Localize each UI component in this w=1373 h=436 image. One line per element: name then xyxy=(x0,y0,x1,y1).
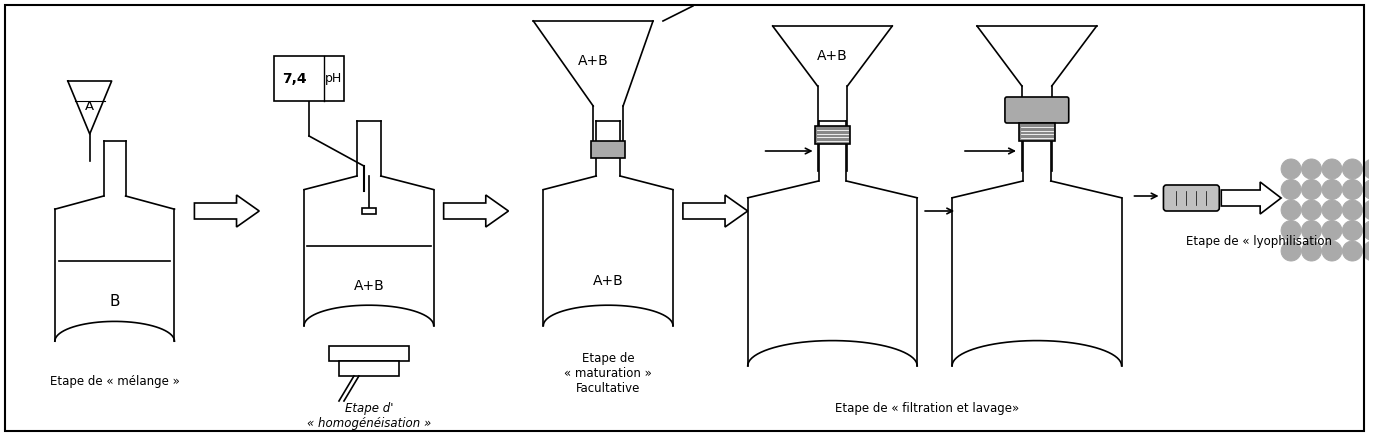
Circle shape xyxy=(1322,159,1341,179)
Circle shape xyxy=(1363,221,1373,241)
Circle shape xyxy=(1343,200,1362,220)
Text: A+B: A+B xyxy=(353,279,384,293)
Text: B: B xyxy=(110,293,119,309)
Circle shape xyxy=(1322,180,1341,200)
Polygon shape xyxy=(682,195,748,227)
Polygon shape xyxy=(1221,182,1281,214)
Text: « maturation »: « maturation » xyxy=(564,367,652,379)
Text: A+B: A+B xyxy=(578,54,608,68)
FancyBboxPatch shape xyxy=(1163,185,1219,211)
Bar xyxy=(1019,123,1054,141)
Circle shape xyxy=(1302,221,1321,241)
Bar xyxy=(814,126,850,144)
Circle shape xyxy=(1281,200,1302,220)
FancyBboxPatch shape xyxy=(1005,97,1068,123)
Text: « homogénéisation »: « homogénéisation » xyxy=(306,416,431,429)
Text: Facultative: Facultative xyxy=(575,382,640,395)
Circle shape xyxy=(1363,241,1373,261)
Polygon shape xyxy=(443,195,508,227)
Bar xyxy=(275,56,345,101)
Circle shape xyxy=(1302,159,1321,179)
Circle shape xyxy=(1302,200,1321,220)
Circle shape xyxy=(1322,200,1341,220)
Circle shape xyxy=(1302,180,1321,200)
Text: Etape de « filtration et lavage»: Etape de « filtration et lavage» xyxy=(835,402,1019,415)
Circle shape xyxy=(1281,180,1302,200)
Circle shape xyxy=(1343,221,1362,241)
Circle shape xyxy=(1343,180,1362,200)
Circle shape xyxy=(1363,200,1373,220)
Bar xyxy=(330,346,409,361)
Circle shape xyxy=(1363,180,1373,200)
Text: A: A xyxy=(85,99,95,112)
Circle shape xyxy=(1281,159,1302,179)
Bar xyxy=(362,208,376,214)
Polygon shape xyxy=(195,195,259,227)
Circle shape xyxy=(1322,241,1341,261)
Circle shape xyxy=(1322,221,1341,241)
Bar xyxy=(592,141,625,158)
Text: Etape de « mélange »: Etape de « mélange » xyxy=(49,375,180,388)
Text: A+B: A+B xyxy=(593,274,623,288)
Text: Etape d': Etape d' xyxy=(345,402,393,415)
Circle shape xyxy=(1302,241,1321,261)
Circle shape xyxy=(1281,241,1302,261)
Text: A+B: A+B xyxy=(817,49,849,63)
Circle shape xyxy=(1363,159,1373,179)
Text: 7,4: 7,4 xyxy=(281,72,306,85)
Bar xyxy=(339,361,398,376)
Circle shape xyxy=(1343,159,1362,179)
Circle shape xyxy=(1281,221,1302,241)
Text: pH: pH xyxy=(325,72,343,85)
Polygon shape xyxy=(67,81,111,134)
Circle shape xyxy=(1343,241,1362,261)
Text: Etape de « lyophilisation: Etape de « lyophilisation xyxy=(1186,235,1332,248)
Text: Etape de: Etape de xyxy=(582,351,634,364)
